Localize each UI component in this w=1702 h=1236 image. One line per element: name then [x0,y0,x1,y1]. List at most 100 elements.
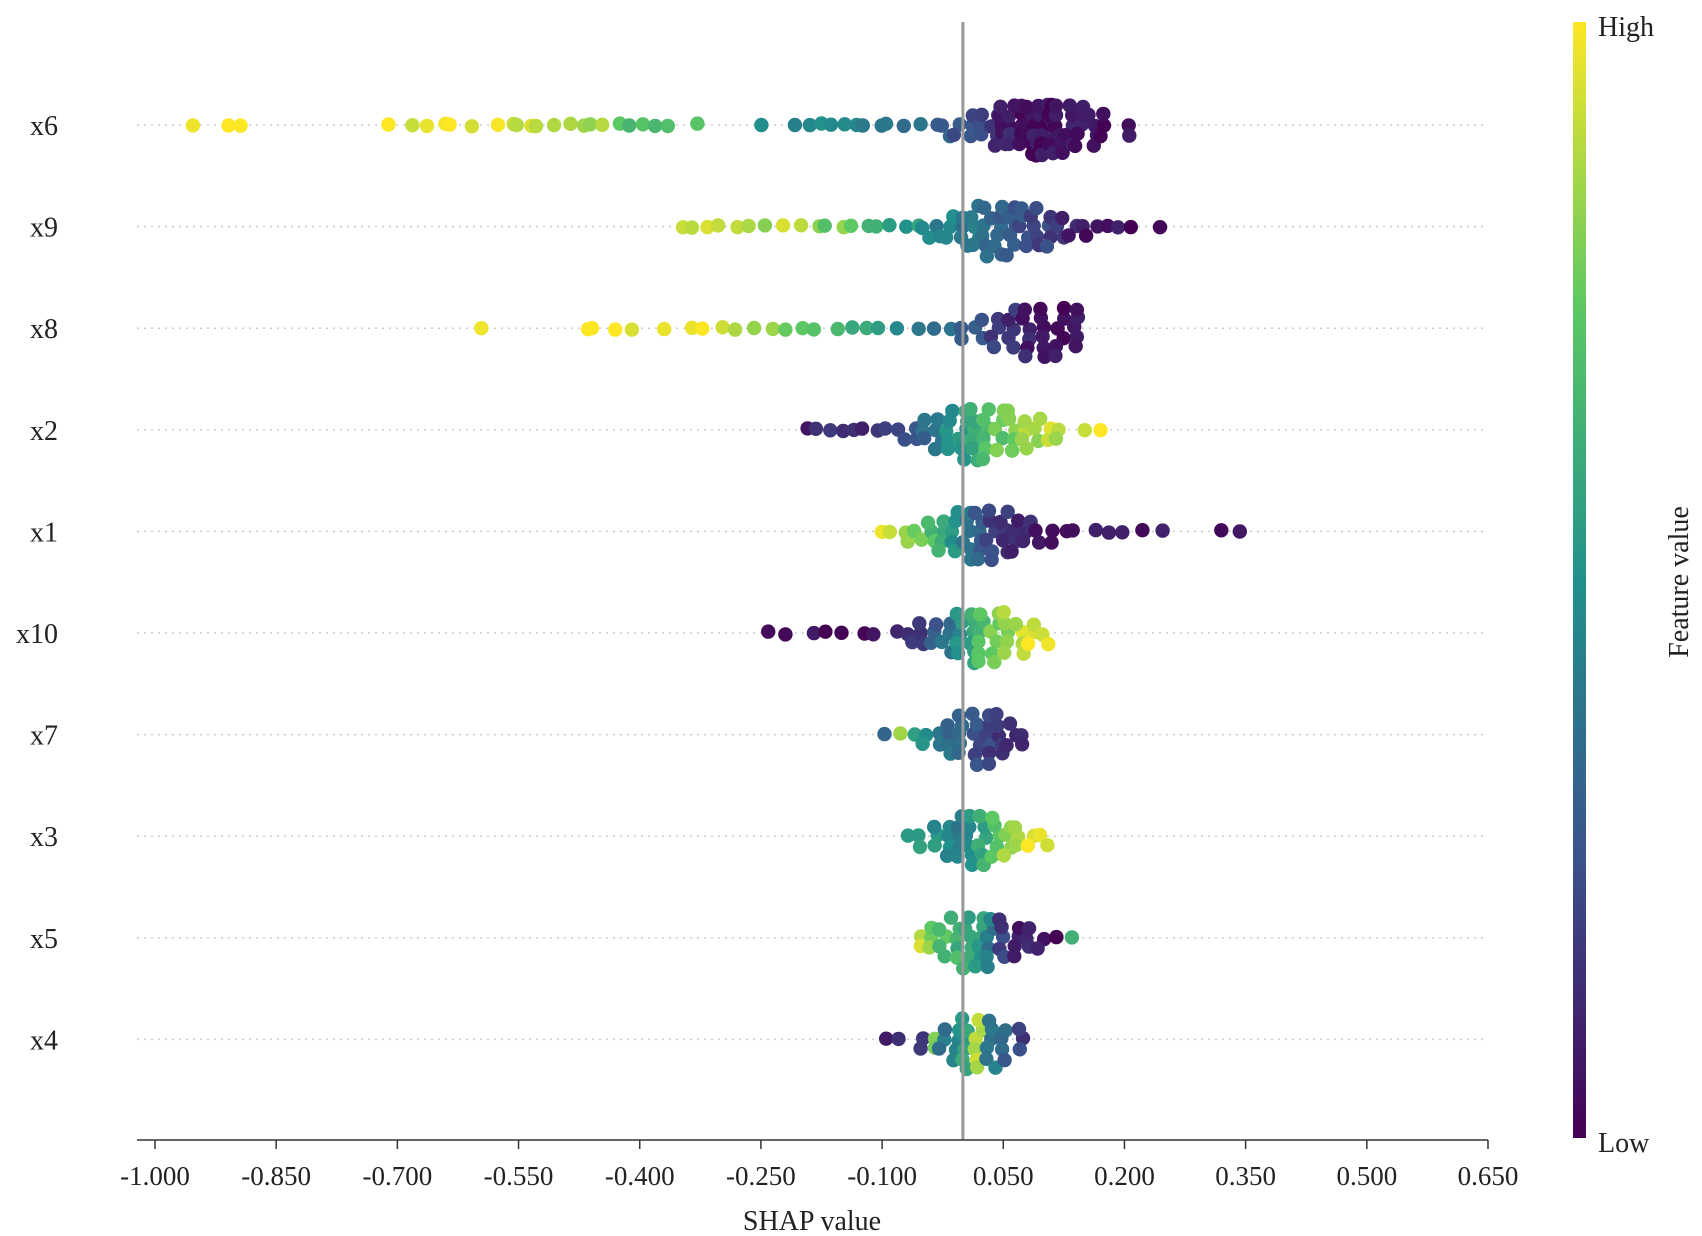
dot-x5 [961,910,976,925]
dot-x10 [987,654,1002,670]
x-tick-label: 0.050 [973,1161,1034,1191]
dot-x4 [1011,1021,1027,1037]
dot-x10 [928,617,944,632]
dot-x4 [1012,1042,1027,1057]
dot-x5 [931,922,947,937]
feature-label-x8: x8 [30,314,58,345]
dot-x8 [1018,349,1033,364]
x-tick-label: -0.250 [726,1161,796,1191]
dot-x2 [917,412,932,428]
dot-x7 [940,718,955,733]
dot-x3 [927,838,942,853]
dot-x8 [657,321,672,337]
dot-x1 [1004,544,1019,559]
dot-x9 [843,218,859,233]
dot-x6 [660,118,675,134]
dot-x3 [1020,838,1035,853]
dot-x9 [684,220,700,235]
x-axis-title: SHAP value [743,1206,881,1236]
dot-x7 [999,738,1014,753]
dot-x2 [1033,411,1048,426]
dot-x9 [1123,219,1139,235]
dot-x9 [979,249,995,264]
dot-x4 [879,1031,894,1046]
dot-x2 [940,441,955,457]
dot-x9 [817,218,832,233]
dot-x8 [986,339,1002,355]
dot-x3 [927,819,942,835]
dot-x3 [964,857,980,872]
dot-x10 [866,627,881,642]
feature-label-x7: x7 [30,721,58,752]
dot-x8 [990,311,1006,327]
dot-x3 [985,810,1000,826]
dot-x5 [968,959,983,974]
dot-x1 [900,534,915,549]
dot-x6 [1055,145,1070,160]
dot-x3 [950,849,965,864]
dot-x8 [608,322,623,337]
dot-x6 [509,117,524,133]
beeswarm-dots [185,97,1248,1077]
dot-x1 [1115,525,1130,540]
dot-x6 [464,119,480,134]
dot-x9 [775,218,791,233]
dot-x10 [1041,636,1056,652]
dot-x9 [1019,238,1034,254]
dot-x6 [837,117,852,132]
dot-x9 [793,218,809,233]
dot-x9 [1039,239,1055,254]
dot-x10 [923,635,939,650]
dot-x7 [1002,716,1018,731]
dot-x10 [997,616,1012,631]
dot-x6 [546,117,562,133]
x-tick-label: -0.700 [362,1161,432,1191]
x-tick-label: 0.350 [1215,1161,1276,1191]
x-axis: -1.000 -0.850 -0.700 -0.550 -0.400 -0.250 -0.1… [120,1139,1518,1191]
dot-x7 [893,726,908,741]
dot-x6 [622,118,637,133]
dot-x5 [1011,920,1027,936]
dot-x8 [1017,302,1032,317]
dot-x10 [934,634,949,650]
dot-x8 [1048,348,1063,364]
dot-x4 [931,1041,947,1056]
dot-x9 [965,237,981,253]
feature-label-x1: x1 [30,517,58,548]
dot-x6 [1093,129,1108,144]
x-tick-label: -1.000 [120,1161,190,1191]
feature-label-x4: x4 [30,1025,58,1056]
dot-x9 [1152,220,1168,235]
dot-x2 [1004,443,1020,458]
dot-x6 [913,117,928,132]
dot-x3 [911,828,926,843]
dot-x6 [1001,136,1017,152]
dot-x9 [995,199,1010,215]
dot-x8 [765,321,781,337]
dot-x8 [1001,312,1016,328]
x-tick-label: 0.200 [1094,1161,1155,1191]
dot-x9 [938,230,954,245]
dot-x2 [989,442,1004,458]
dot-x8 [474,321,489,336]
dot-x9 [1110,220,1126,235]
dot-x1 [995,533,1011,548]
dot-x6 [1001,109,1016,124]
dot-x4 [967,1041,982,1057]
dot-x6 [528,118,544,134]
dot-x8 [1068,339,1083,354]
dot-x1 [984,552,999,568]
dot-x2 [823,423,838,438]
dot-x1 [1011,513,1026,528]
dot-x2 [930,412,945,427]
dot-x9 [1061,228,1076,243]
feature-label-x10: x10 [16,619,58,650]
dot-x2 [1019,441,1034,456]
dot-x2 [836,423,851,439]
dot-x6 [896,118,911,134]
dot-x1 [914,532,929,547]
dot-x7 [965,706,980,721]
dot-x3 [1007,820,1023,835]
dot-x8 [953,320,969,336]
dot-x2 [808,421,824,436]
